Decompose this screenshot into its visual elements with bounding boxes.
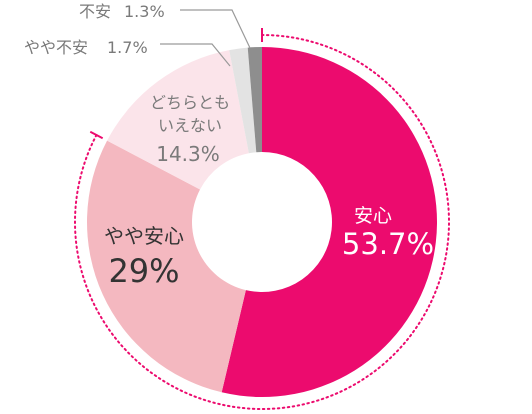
slice-label-neutral-line2: いえない: [158, 116, 222, 135]
leader-line-yaya-fuan: [160, 43, 231, 67]
slice-neutral: [107, 50, 249, 190]
slice-value-yaya-fuan: 1.7%: [107, 38, 148, 57]
slice-yaya-anshin: [86, 140, 246, 393]
slice-fuan: [247, 47, 262, 153]
slice-label-yaya-anshin: やや安心: [104, 224, 184, 248]
slice-value-anshin: 53.7%: [342, 227, 434, 261]
highlight-arc-group: [74, 28, 450, 410]
slice-label-fuan: 不安: [79, 2, 111, 21]
slice-value-neutral: 14.3%: [156, 142, 220, 166]
slice-value-fuan: 1.3%: [124, 2, 165, 21]
leader-line-fuan: [180, 9, 251, 49]
donut-slices: [86, 47, 437, 397]
slice-anshin: [221, 47, 437, 397]
slice-label-anshin: 安心: [354, 205, 392, 227]
slice-label-neutral-line1: どちらとも: [150, 93, 230, 112]
slice-yaya-fuan: [229, 47, 257, 154]
slice-value-yaya-anshin: 29%: [108, 252, 179, 290]
highlight-arc-end-tick: [89, 130, 104, 140]
highlight-arc: [74, 34, 450, 410]
slice-label-yaya-fuan: やや不安: [24, 38, 88, 57]
